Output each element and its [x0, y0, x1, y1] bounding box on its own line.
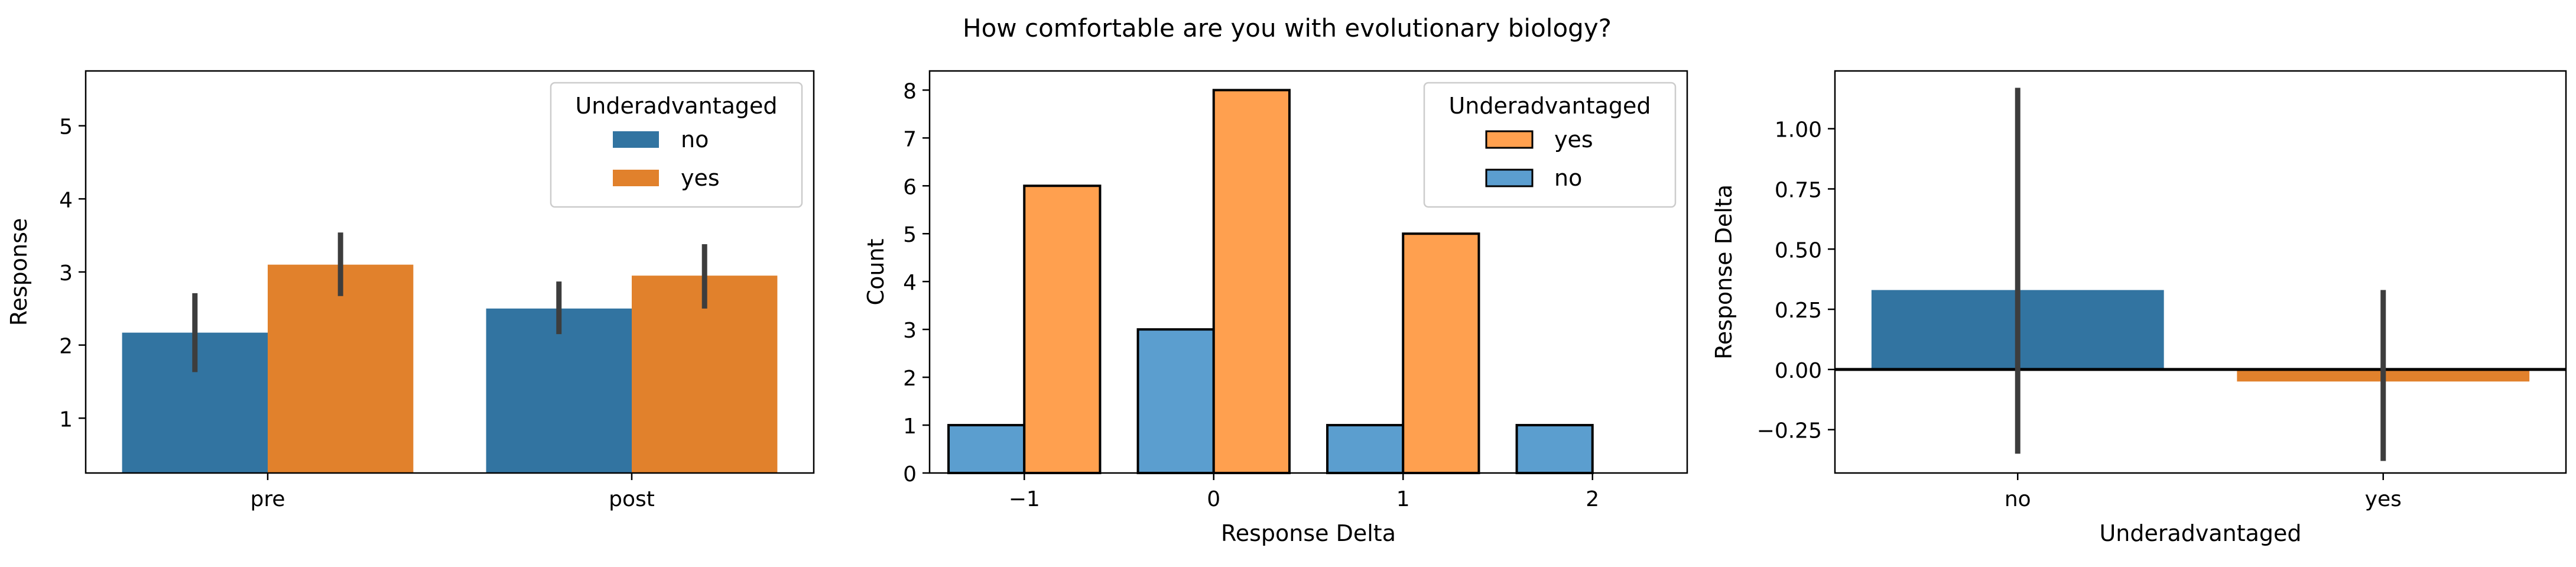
- x-tick-label: 2: [1586, 487, 1599, 511]
- legend-label: no: [1554, 165, 1582, 191]
- legend-title: Underadvantaged: [575, 93, 777, 119]
- bar: [268, 264, 414, 473]
- plot-frame: [1834, 70, 2567, 474]
- x-axis-label: Response Delta: [1221, 520, 1396, 546]
- y-tick-label: 3: [903, 319, 917, 343]
- legend-label: no: [681, 127, 709, 153]
- y-tick-label: 0: [903, 462, 917, 487]
- histogram-bar: [1515, 424, 1594, 474]
- y-tick-label: 0.00: [1775, 359, 1822, 383]
- x-axis-label: Underadvantaged: [2099, 520, 2301, 546]
- response-bar-chart: 1 2 3 4 5 pre post Response Underadvantaged no yes: [6, 70, 815, 511]
- y-tick-label: 0.25: [1775, 299, 1822, 323]
- y-tick-label: −0.25: [1757, 419, 1822, 443]
- legend: Underadvantaged no yes: [550, 82, 803, 208]
- legend-swatch: [1485, 130, 1534, 149]
- legend-label: yes: [1554, 127, 1593, 153]
- y-tick-label: 3: [59, 261, 73, 286]
- x-tick-label: no: [2005, 487, 2031, 511]
- y-axis-label: Response Delta: [1711, 184, 1737, 359]
- response-delta-histogram: 0 1 2 3 4 5 6 7 8 −1 0 1 2 Count Response Delta Underad…: [863, 70, 1688, 546]
- histogram-bar: [947, 424, 1026, 474]
- legend-swatch: [613, 170, 659, 186]
- bar: [486, 308, 632, 473]
- histogram-bar: [1023, 184, 1102, 474]
- y-tick-label: 1.00: [1775, 118, 1822, 142]
- legend-swatch: [1485, 169, 1534, 187]
- x-tick-label: pre: [250, 487, 285, 511]
- histogram-bar: [1402, 232, 1480, 474]
- y-tick-label: 1: [59, 407, 73, 432]
- y-axis-label: Count: [863, 239, 889, 306]
- y-tick-label: 2: [903, 367, 917, 391]
- histogram-bar: [1136, 328, 1215, 475]
- y-tick-label: 2: [59, 335, 73, 359]
- x-tick-label: post: [609, 487, 655, 511]
- legend-label: yes: [681, 165, 720, 191]
- y-tick-label: 5: [903, 223, 917, 247]
- legend-title: Underadvantaged: [1448, 93, 1651, 119]
- figure-title: How comfortable are you with evolutionar…: [963, 14, 1612, 43]
- y-tick-label: 0.75: [1775, 179, 1822, 203]
- x-tick-label: 1: [1396, 487, 1410, 511]
- histogram-bar: [1326, 424, 1405, 474]
- y-tick-label: 4: [59, 188, 73, 212]
- y-tick-label: 6: [903, 175, 917, 199]
- legend-swatch: [613, 131, 659, 148]
- y-tick-label: 0.50: [1775, 238, 1822, 263]
- response-delta-bar-chart: −0.25 0.00 0.25 0.50 0.75 1.00 no yes Response D…: [1711, 70, 2567, 546]
- y-axis-label: Response: [6, 218, 32, 326]
- y-tick-label: 7: [903, 127, 917, 151]
- y-tick-label: 4: [903, 271, 917, 295]
- y-tick-label: 1: [903, 414, 917, 439]
- x-tick-label: yes: [2365, 487, 2402, 511]
- legend: Underadvantaged yes no: [1423, 82, 1677, 208]
- x-tick-label: −1: [1009, 487, 1040, 511]
- plot-frame: [928, 70, 1688, 474]
- histogram-bar: [1212, 89, 1291, 474]
- x-tick-label: 0: [1207, 487, 1220, 511]
- y-tick-label: 5: [59, 115, 73, 140]
- y-tick-label: 8: [903, 79, 917, 103]
